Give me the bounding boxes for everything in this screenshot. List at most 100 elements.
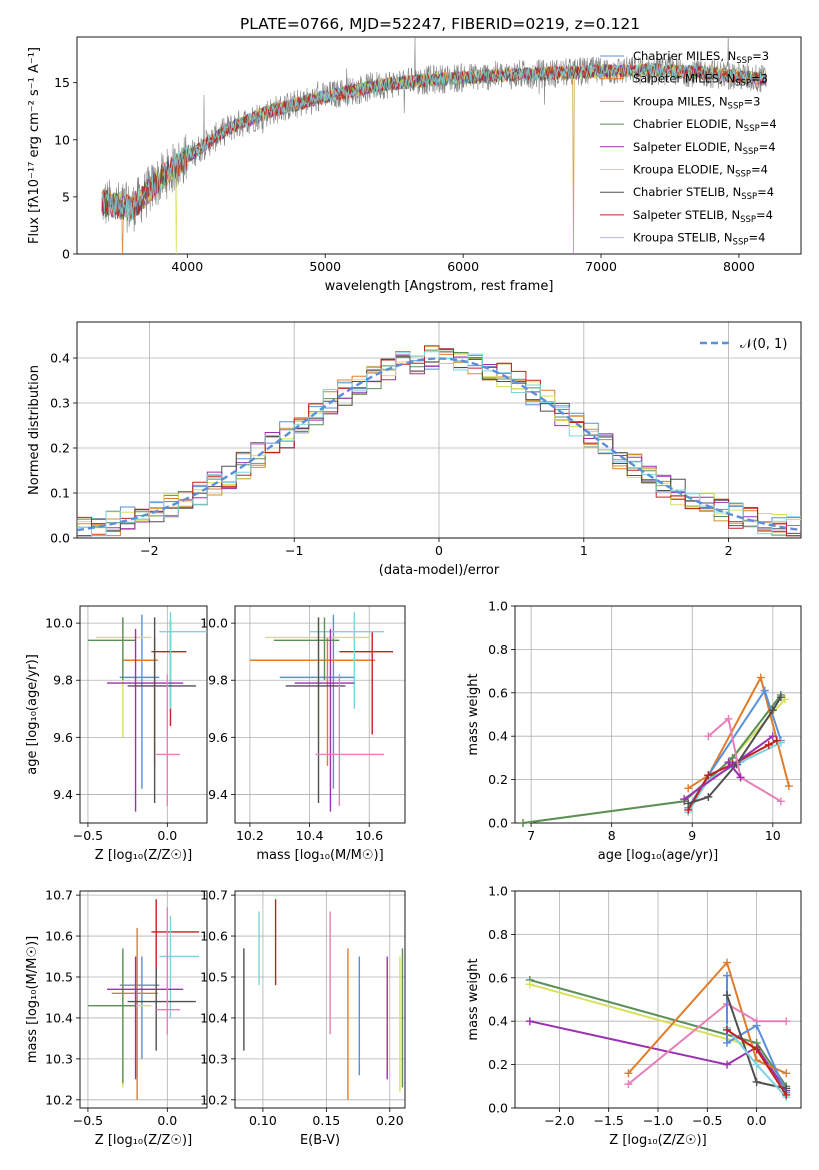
mass-weight-marker <box>764 740 773 749</box>
spectrum-y-tick-label: 10 <box>54 132 70 147</box>
mass-weight-marker <box>768 732 777 741</box>
mass-weight-marker <box>525 980 534 989</box>
legend-value: =3 <box>752 49 769 63</box>
legend-subscript: SSP <box>741 192 757 202</box>
legend-label: 𝒩(0, 1) <box>740 337 787 352</box>
mass-weight-marker <box>724 714 733 723</box>
spectrum-legend: Chabrier MILES, NSSP=3 Salpeter MILES, NS… <box>600 49 777 248</box>
mass-vs-ebv-y-tick-label: 10.4 <box>200 1010 228 1025</box>
residuals-ylabel: Normed distribution <box>27 365 42 495</box>
mass-vs-z-xlabel: Z [log₁₀(Z/Z☉)] <box>95 1133 192 1148</box>
mass-vs-z-ylabel: mass [log₁₀(M/M☉)] <box>25 936 40 1063</box>
mass-weight-line <box>627 1002 787 1085</box>
mass-weight-vs-z-y-tick-label: 1.0 <box>488 884 508 899</box>
residuals-y-tick-label: 0.0 <box>50 531 70 546</box>
mass-weight-vs-age-x-tick-label: 8 <box>608 828 616 843</box>
legend-subscript: SSP <box>733 238 749 248</box>
mass-vs-z-frame <box>79 890 208 1109</box>
mass-weight-marker <box>772 736 781 745</box>
spectrum-y-tick-label: 5 <box>62 189 70 204</box>
figure-title: PLATE=0766, MJD=52247, FIBERID=0219, z=0… <box>240 15 640 33</box>
mass-weight-vs-z-axes: −2.0 −1.5 −1.0 −0.5 0.0 0.0 0.2 0.4 0.6 0.8 1.0 Z [… <box>466 884 802 1148</box>
mass-weight-marker <box>782 1090 791 1099</box>
legend-label: Salpeter ELODIE, NSSP=4 <box>633 140 776 157</box>
mass-weight-marker <box>723 1038 732 1047</box>
mass-weight-vs-z-y-tick-label: 0.4 <box>488 1014 508 1029</box>
mass-weight-marker <box>624 1069 633 1078</box>
legend-subscript: SSP <box>740 215 756 225</box>
mass-weight-marker <box>752 1021 761 1030</box>
spectrum-lines <box>101 37 767 254</box>
mass-vs-ebv-x-tick-label: 0.15 <box>312 1113 340 1128</box>
spectrum-x-tick-label: 4000 <box>171 259 203 274</box>
mass-weight-line <box>707 716 782 803</box>
mass-weight-marker <box>752 1045 761 1054</box>
age-vs-mass-x-tick-label: 10.6 <box>355 828 383 843</box>
mass-weight-marker <box>684 784 693 793</box>
mass-weight-marker <box>684 799 693 808</box>
mass-weight-marker <box>768 706 777 715</box>
age-vs-mass-y-tick-label: 9.8 <box>208 673 228 688</box>
mass-weight-marker <box>760 686 769 695</box>
residuals-xlabel: (data-model)/error <box>379 563 500 578</box>
mass-weight-marker <box>723 991 732 1000</box>
mass-weight-vs-z-x-tick-label: −1.5 <box>594 1113 624 1128</box>
mass-weight-marker <box>784 782 793 791</box>
age-vs-z-points <box>87 611 207 812</box>
legend-label: Kroupa ELODIE, NSSP=4 <box>633 163 768 180</box>
legend-subscript: SSP <box>728 101 744 111</box>
legend-subscript: SSP <box>743 147 759 157</box>
mass-weight-marker <box>776 797 785 806</box>
mass-weight-vs-z-xlabel: Z [log₁₀(Z/Z☉)] <box>609 1133 706 1148</box>
age-vs-mass-x-tick-label: 10.2 <box>236 828 264 843</box>
residuals-x-tick-label: 2 <box>725 543 733 558</box>
mass-vs-z-x-tick-label: 0.0 <box>157 1113 177 1128</box>
legend-subscript: SSP <box>744 124 760 134</box>
mass-vs-ebv-y-tick-label: 10.5 <box>200 969 228 984</box>
mass-weight-vs-age-ylabel: mass weight <box>466 673 481 755</box>
age-vs-mass-xlabel: mass [log₁₀(M/M☉)] <box>256 848 383 863</box>
mass-vs-z-x-tick-label: −0.5 <box>73 1113 103 1128</box>
mass-vs-ebv-axes: 0.10 0.15 0.20 10.2 10.3 10.4 10.5 10.6 10.7 E(B-… <box>200 888 406 1148</box>
mass-weight-vs-age-xlabel: age [log₁₀(age/yr)] <box>598 848 719 863</box>
mass-weight-vs-age-y-tick-label: 0.2 <box>488 772 508 787</box>
mass-weight-marker <box>525 1017 534 1026</box>
mass-vs-ebv-y-tick-label: 10.3 <box>200 1051 228 1066</box>
legend-value: =4 <box>748 231 765 245</box>
mass-weight-vs-age-x-tick-label: 9 <box>688 828 696 843</box>
mass-vs-z-y-tick-label: 10.5 <box>45 969 73 984</box>
mass-weight-marker <box>776 693 785 702</box>
residuals-y-tick-label: 0.4 <box>50 351 70 366</box>
gaussian-curve <box>76 357 802 532</box>
mass-weight-marker <box>723 1060 732 1069</box>
age-vs-z-axes: −0.5 0.0 9.4 9.6 9.8 10.0 Z [log₁₀(Z/Z☉)] age [… <box>25 605 208 863</box>
legend-label: Chabrier MILES, NSSP=3 <box>633 49 769 66</box>
mass-vs-z-points <box>87 899 200 1100</box>
mass-vs-z-y-tick-label: 10.2 <box>45 1092 73 1107</box>
mass-weight-marker <box>736 773 745 782</box>
age-vs-z-y-tick-label: 9.6 <box>53 730 73 745</box>
mass-weight-marker <box>782 1069 791 1078</box>
legend-label: Kroupa MILES, NSSP=3 <box>633 94 760 111</box>
legend-label: Salpeter STELIB, NSSP=4 <box>633 208 773 225</box>
residuals-y-tick-label: 0.1 <box>50 486 70 501</box>
age-vs-z-frame <box>79 605 208 824</box>
legend-value: =3 <box>743 94 760 108</box>
mass-weight-vs-age-x-tick-label: 10 <box>765 828 781 843</box>
mass-weight-vs-age-x-tick-label: 7 <box>527 828 535 843</box>
mass-weight-marker <box>624 1080 633 1089</box>
legend-value: =4 <box>751 163 768 177</box>
residuals-x-tick-label: −1 <box>285 543 303 558</box>
mass-vs-ebv-x-tick-label: 0.20 <box>376 1113 404 1128</box>
mass-weight-vs-z-ylabel: mass weight <box>466 958 481 1040</box>
spectrum-axes: 4000 5000 6000 7000 8000 0 5 10 15 wavelength [An… <box>27 36 802 294</box>
mass-weight-marker <box>704 792 713 801</box>
age-vs-z-ylabel: age [log₁₀(age/yr)] <box>25 654 40 775</box>
age-vs-mass-points <box>249 611 394 812</box>
residuals-step <box>77 351 801 537</box>
age-vs-z-xlabel: Z [log₁₀(Z/Z☉)] <box>95 848 192 863</box>
mass-vs-ebv-y-tick-label: 10.7 <box>200 888 228 903</box>
spectrum-x-tick-label: 7000 <box>585 259 617 274</box>
residuals-frame <box>76 321 802 539</box>
